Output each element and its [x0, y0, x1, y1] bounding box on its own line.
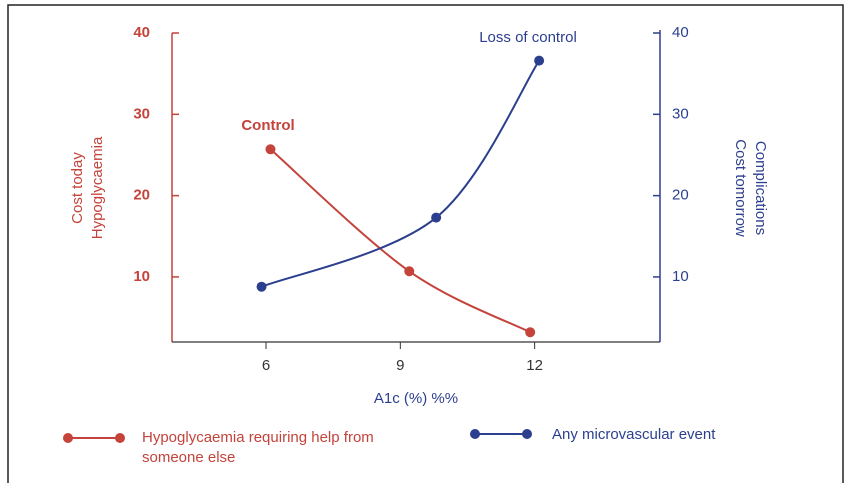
- legend-dot: [63, 433, 73, 443]
- x-axis-label: A1c (%) %%: [374, 390, 458, 407]
- data-point: [534, 55, 545, 66]
- y-axis-label: Cost today: [69, 152, 86, 224]
- legend-dot: [115, 433, 125, 443]
- y-tick-label: 20: [133, 187, 150, 204]
- x-tick-label: 12: [526, 357, 543, 374]
- data-point: [265, 144, 276, 155]
- y2-tick-label: 30: [672, 105, 689, 122]
- y2-tick-label: 20: [672, 187, 689, 204]
- legend-dot: [522, 429, 532, 439]
- annotation: Control: [241, 117, 294, 134]
- legend-dot: [470, 429, 480, 439]
- legend-label: Any microvascular event: [552, 426, 716, 443]
- y2-axis-label: Cost tomorrow: [732, 139, 749, 237]
- legend-label: Hypoglycaemia requiring help from someon…: [142, 429, 374, 466]
- y2-tick-label: 40: [672, 24, 689, 41]
- frame: [7, 4, 844, 483]
- y-tick-label: 30: [133, 105, 150, 122]
- series-line: [269, 148, 531, 334]
- y2-axis-label: Complications: [752, 141, 769, 235]
- y-axis-label: Hypoglycaemia: [89, 136, 106, 239]
- data-point: [404, 266, 415, 277]
- data-point: [256, 281, 267, 292]
- data-point: [525, 327, 536, 338]
- x-tick-label: 9: [396, 357, 404, 374]
- y2-tick-label: 10: [672, 268, 689, 285]
- series-line: [261, 60, 540, 288]
- x-tick-label: 6: [262, 357, 270, 374]
- y-tick-label: 10: [133, 268, 150, 285]
- data-point: [431, 212, 442, 223]
- annotation: Loss of control: [479, 29, 577, 46]
- y-tick-label: 40: [133, 24, 150, 41]
